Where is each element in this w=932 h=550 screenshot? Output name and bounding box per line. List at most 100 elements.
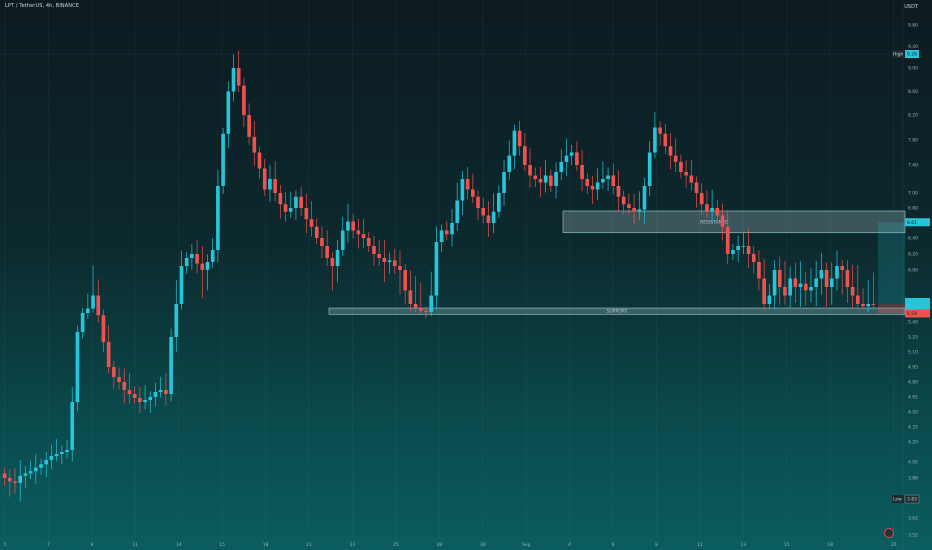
- brand-logo-icon: [884, 528, 894, 538]
- symbol-title: LPT / TetherUS, 4h, BINANCE: [5, 3, 79, 9]
- zone-label: RESISTANCE: [700, 219, 728, 225]
- candle-body: [221, 133, 225, 186]
- candle-body: [809, 287, 813, 291]
- candle-body: [616, 186, 621, 197]
- candle-body: [705, 204, 709, 212]
- candle-body: [564, 155, 569, 162]
- candle-body: [112, 367, 116, 377]
- candle-body: [268, 179, 272, 190]
- candle-body: [252, 136, 257, 153]
- price-tag-value: 5.59: [907, 311, 917, 317]
- candle-body: [866, 304, 871, 307]
- candle-body: [476, 196, 480, 208]
- candle-body: [824, 270, 829, 287]
- y-tick-label: 6.80: [908, 206, 918, 212]
- x-tick-label: 20: [891, 542, 897, 548]
- candle-body: [871, 304, 876, 305]
- candle-body: [23, 473, 28, 476]
- candle-body: [184, 258, 189, 266]
- candle-body: [366, 238, 371, 246]
- candle-body: [491, 211, 496, 223]
- candle-body: [49, 456, 54, 460]
- candle-body: [840, 266, 845, 270]
- high-label: High: [893, 52, 903, 58]
- candle-body: [210, 250, 215, 262]
- y-tick-label: 7.40: [908, 163, 918, 169]
- high-tag-bg: [892, 50, 904, 59]
- candle-body: [299, 196, 303, 208]
- candle-body: [257, 152, 262, 169]
- y-tick-label: 4.50: [908, 410, 918, 416]
- y-tick-label: 4.00: [908, 460, 918, 466]
- candle-body: [741, 246, 746, 247]
- candle-body: [554, 172, 558, 186]
- x-tick-label: 25: [393, 542, 399, 548]
- candle-body: [689, 175, 694, 183]
- y-tick-label: 3.62: [908, 516, 918, 522]
- candle-body: [413, 304, 418, 308]
- candle-body: [273, 179, 277, 193]
- y-tick-label: 4.95: [908, 365, 918, 371]
- candle-body: [28, 471, 33, 474]
- candle-body: [247, 115, 251, 137]
- candle-body: [720, 215, 725, 227]
- candle-body: [569, 152, 574, 156]
- y-tick-label: 4.20: [908, 440, 918, 446]
- x-tick-label: 28: [436, 542, 442, 548]
- x-tick-label: 6: [612, 542, 615, 548]
- candle-body: [96, 295, 101, 316]
- low-value-tag: [904, 494, 920, 504]
- candle-body: [814, 278, 818, 287]
- candle-body: [278, 193, 283, 205]
- high-value: 9.26: [907, 52, 917, 58]
- y-tick-label: 9.80: [908, 23, 918, 29]
- candle-body: [606, 175, 610, 179]
- y-tick-label: 9.40: [908, 44, 918, 50]
- candle-body: [497, 193, 501, 212]
- candle-body: [658, 127, 662, 134]
- candle-body: [236, 68, 241, 86]
- candle-body: [523, 146, 527, 165]
- candle-body: [304, 208, 309, 220]
- x-tick-label: 23: [350, 542, 356, 548]
- candle-body: [470, 189, 475, 197]
- candle-body: [351, 221, 355, 231]
- candle-body: [580, 165, 584, 179]
- price-tag: [905, 309, 930, 318]
- candle-body: [314, 226, 319, 238]
- y-tick-label: 8.20: [908, 113, 918, 119]
- candle-body: [611, 175, 616, 186]
- x-tick-label: 18: [263, 542, 269, 548]
- candle-body: [767, 295, 772, 304]
- candle-body: [262, 168, 267, 190]
- candle-body: [403, 270, 408, 291]
- y-tick-label: 8.60: [908, 89, 918, 95]
- candle-body: [18, 475, 23, 484]
- candle-body: [663, 133, 668, 147]
- candle-body: [751, 254, 756, 262]
- currency-label: USDT: [904, 4, 918, 10]
- candle-body: [632, 208, 636, 212]
- y-tick-label: 4.65: [908, 395, 918, 401]
- x-tick-label: 18: [827, 542, 833, 548]
- low-tag-bg: [892, 495, 904, 504]
- candle-body: [122, 382, 127, 390]
- candle-body: [117, 377, 121, 382]
- candle-body: [169, 337, 173, 394]
- candle-body: [621, 196, 626, 205]
- candle-body: [803, 283, 808, 291]
- x-tick-label: 21: [306, 542, 312, 548]
- x-tick-label: 4: [568, 542, 571, 548]
- candle-body: [575, 152, 579, 165]
- candle-body: [762, 278, 766, 304]
- candle-body: [70, 402, 75, 450]
- candle-body: [153, 392, 158, 397]
- y-tick-label: 3.86: [908, 476, 918, 482]
- candle-body: [642, 186, 647, 210]
- candle-body: [798, 283, 803, 287]
- candle-body: [450, 223, 454, 235]
- candle-body: [372, 246, 376, 254]
- candle-body: [538, 179, 543, 183]
- candle-body: [585, 179, 590, 186]
